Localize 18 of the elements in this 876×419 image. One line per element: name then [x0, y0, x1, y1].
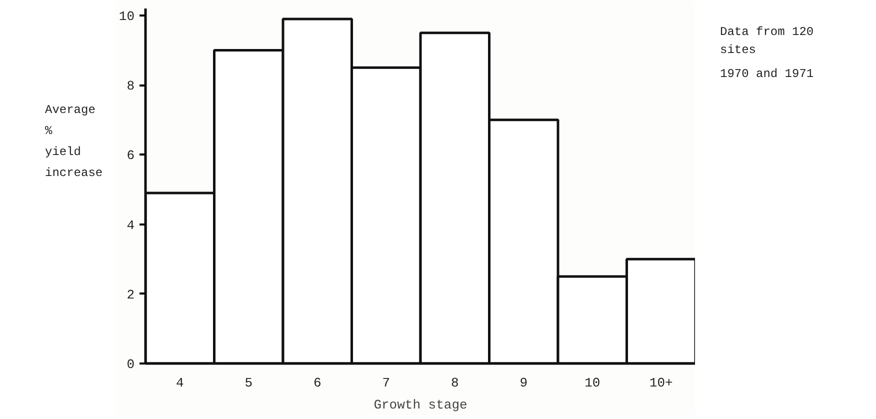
x-tick-label: 10+ [649, 376, 674, 390]
y-tick-label: 4 [126, 218, 135, 233]
y-tick-label: 10 [118, 8, 135, 24]
y-tick-label: 8 [126, 78, 135, 94]
x-tick-label: 8 [450, 376, 459, 390]
text: 1970 and 1971 [720, 66, 814, 83]
x-tick-label: 9 [520, 376, 528, 390]
x-tick-label: 4 [176, 376, 184, 390]
y-tick-label: 6 [126, 148, 135, 164]
text: Data from 120 sites [720, 24, 814, 59]
x-axis-title: Growth stage [374, 398, 468, 412]
x-tick-label: 10 [584, 376, 600, 390]
x-tick-label: 7 [382, 376, 390, 390]
x-tick-label: 6 [313, 376, 322, 390]
y-tick-label: 2 [126, 287, 135, 302]
y-tick-label: 0 [126, 357, 135, 372]
y-axis-title: Average % yield increase [45, 102, 103, 182]
x-tick-label: 5 [244, 376, 253, 390]
